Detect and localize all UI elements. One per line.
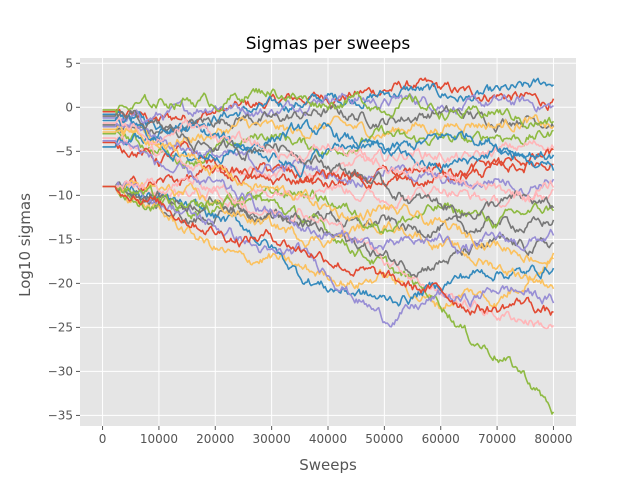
series-line-17 [102,180,555,328]
series-line-28 [102,116,555,201]
y-tick-label: 5 [65,56,73,70]
y-tick-label: −25 [48,320,73,334]
y-tick-label: −35 [48,408,73,422]
series-line-15 [102,157,554,192]
series-line-5 [102,114,555,148]
series-line-12 [102,185,555,311]
x-tick-label: 70000 [478,432,516,446]
series-line-27 [102,87,555,130]
series-line-25 [102,109,555,220]
chart-title: Sigmas per sweeps [246,34,411,54]
series-line-26 [102,127,555,265]
x-tick-label: 80000 [534,432,572,446]
x-tick-label: 60000 [422,432,460,446]
x-tick-label: 30000 [253,432,291,446]
series-line-3 [102,92,554,125]
x-tick-label: 10000 [140,432,178,446]
x-tick-label: 40000 [309,432,347,446]
x-tick-label: 20000 [196,432,234,446]
series-line-22 [102,185,554,316]
x-tick-label: 0 [99,432,107,446]
x-axis-title: Sweeps [299,456,357,474]
ticks: 0 10000 20000 30000 40000 50000 60000 70000 8000… [48,56,573,446]
series-line-24 [102,140,555,255]
y-tick-label: −15 [48,232,73,246]
series-group [102,77,555,415]
series-line-19 [102,179,555,290]
series-line-6 [102,124,554,170]
y-tick-label: −30 [48,364,73,378]
series-line-1 [102,77,555,125]
y-tick-label: −5 [55,144,73,158]
y-tick-label: 0 [65,100,73,114]
y-tick-label: −20 [48,276,73,290]
y-tick-label: −10 [48,188,73,202]
series-line-23 [102,114,555,178]
x-tick-label: 50000 [365,432,403,446]
y-axis-title: Log10 sigmas [16,193,34,297]
series-line-21 [102,176,554,210]
